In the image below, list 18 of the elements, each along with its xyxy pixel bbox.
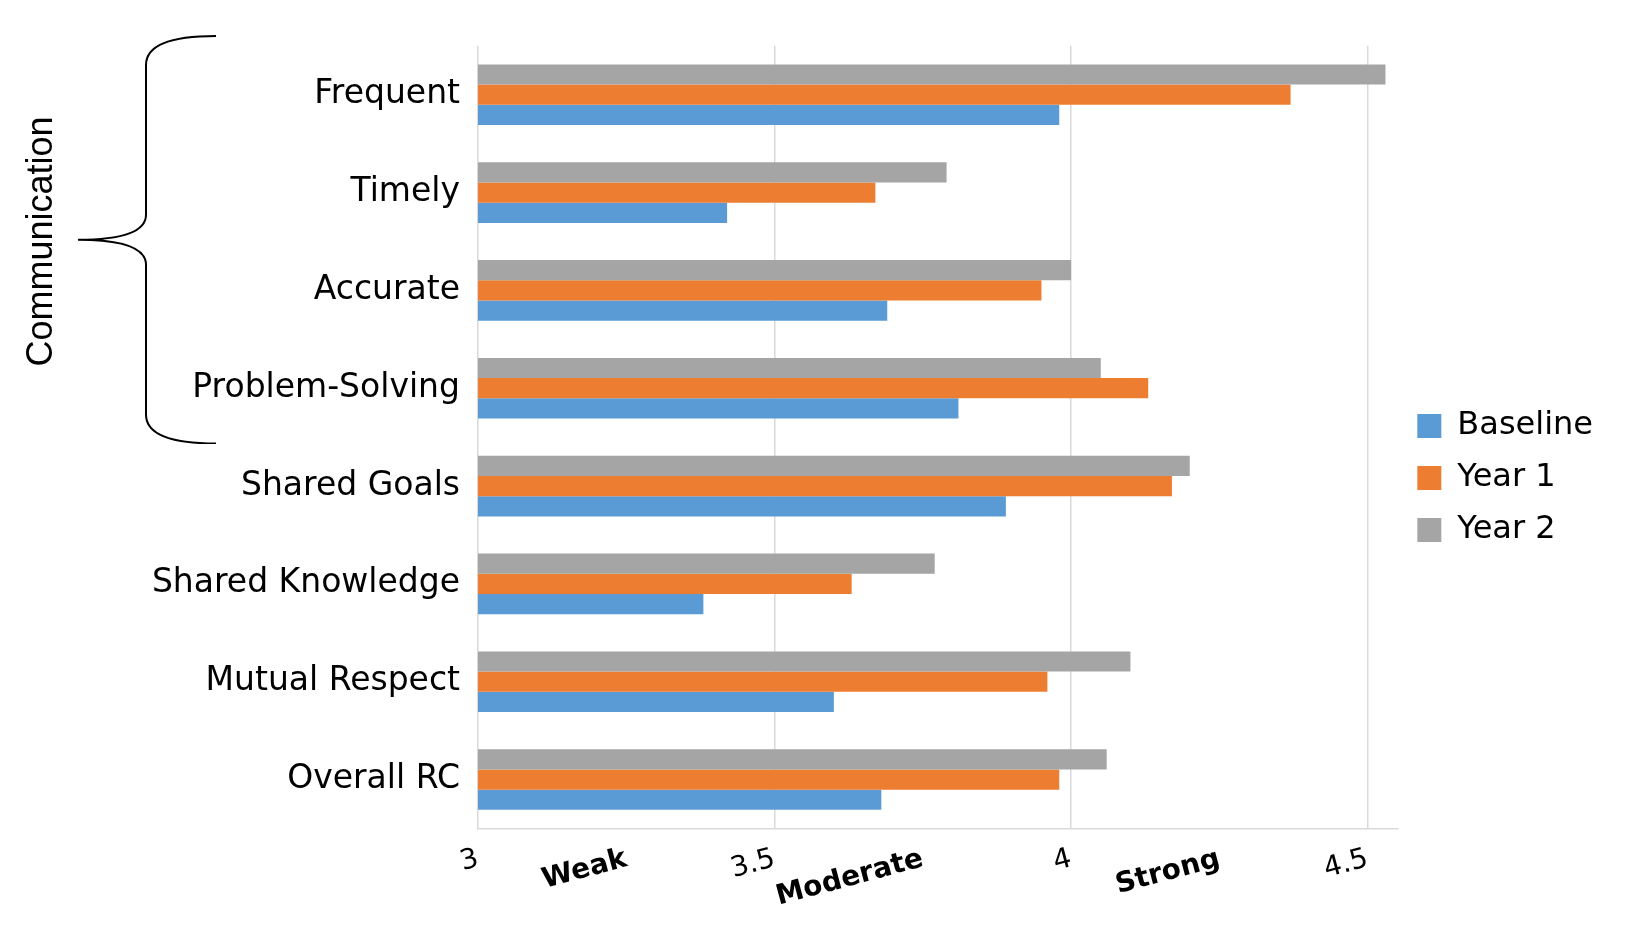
x-tick-label: 4.5: [1319, 840, 1372, 884]
y-tick-label: Frequent: [314, 72, 461, 112]
x-tick-label: Strong: [1111, 840, 1224, 901]
x-tick-label: 3: [455, 840, 482, 878]
y-tick-label: Overall RC: [287, 757, 460, 797]
y-tick-label: Shared Goals: [240, 463, 460, 503]
y-tick-label: Mutual Respect: [205, 659, 461, 699]
text: Communication: [18, 116, 60, 367]
y-tick-label: Timely: [349, 170, 460, 210]
x-tick-label: Weak: [537, 840, 632, 895]
legend-label: Year 2: [1456, 508, 1556, 547]
y-tick-label: Accurate: [313, 267, 460, 307]
x-tick-label: 4: [1049, 840, 1075, 878]
legend-label: Year 1: [1456, 456, 1556, 495]
x-tick-label: 3.5: [726, 840, 779, 884]
y-tick-label: Shared Knowledge: [151, 561, 460, 601]
y-tick-label: Problem-Solving: [192, 365, 460, 405]
legend-label: Baseline: [1457, 404, 1593, 443]
